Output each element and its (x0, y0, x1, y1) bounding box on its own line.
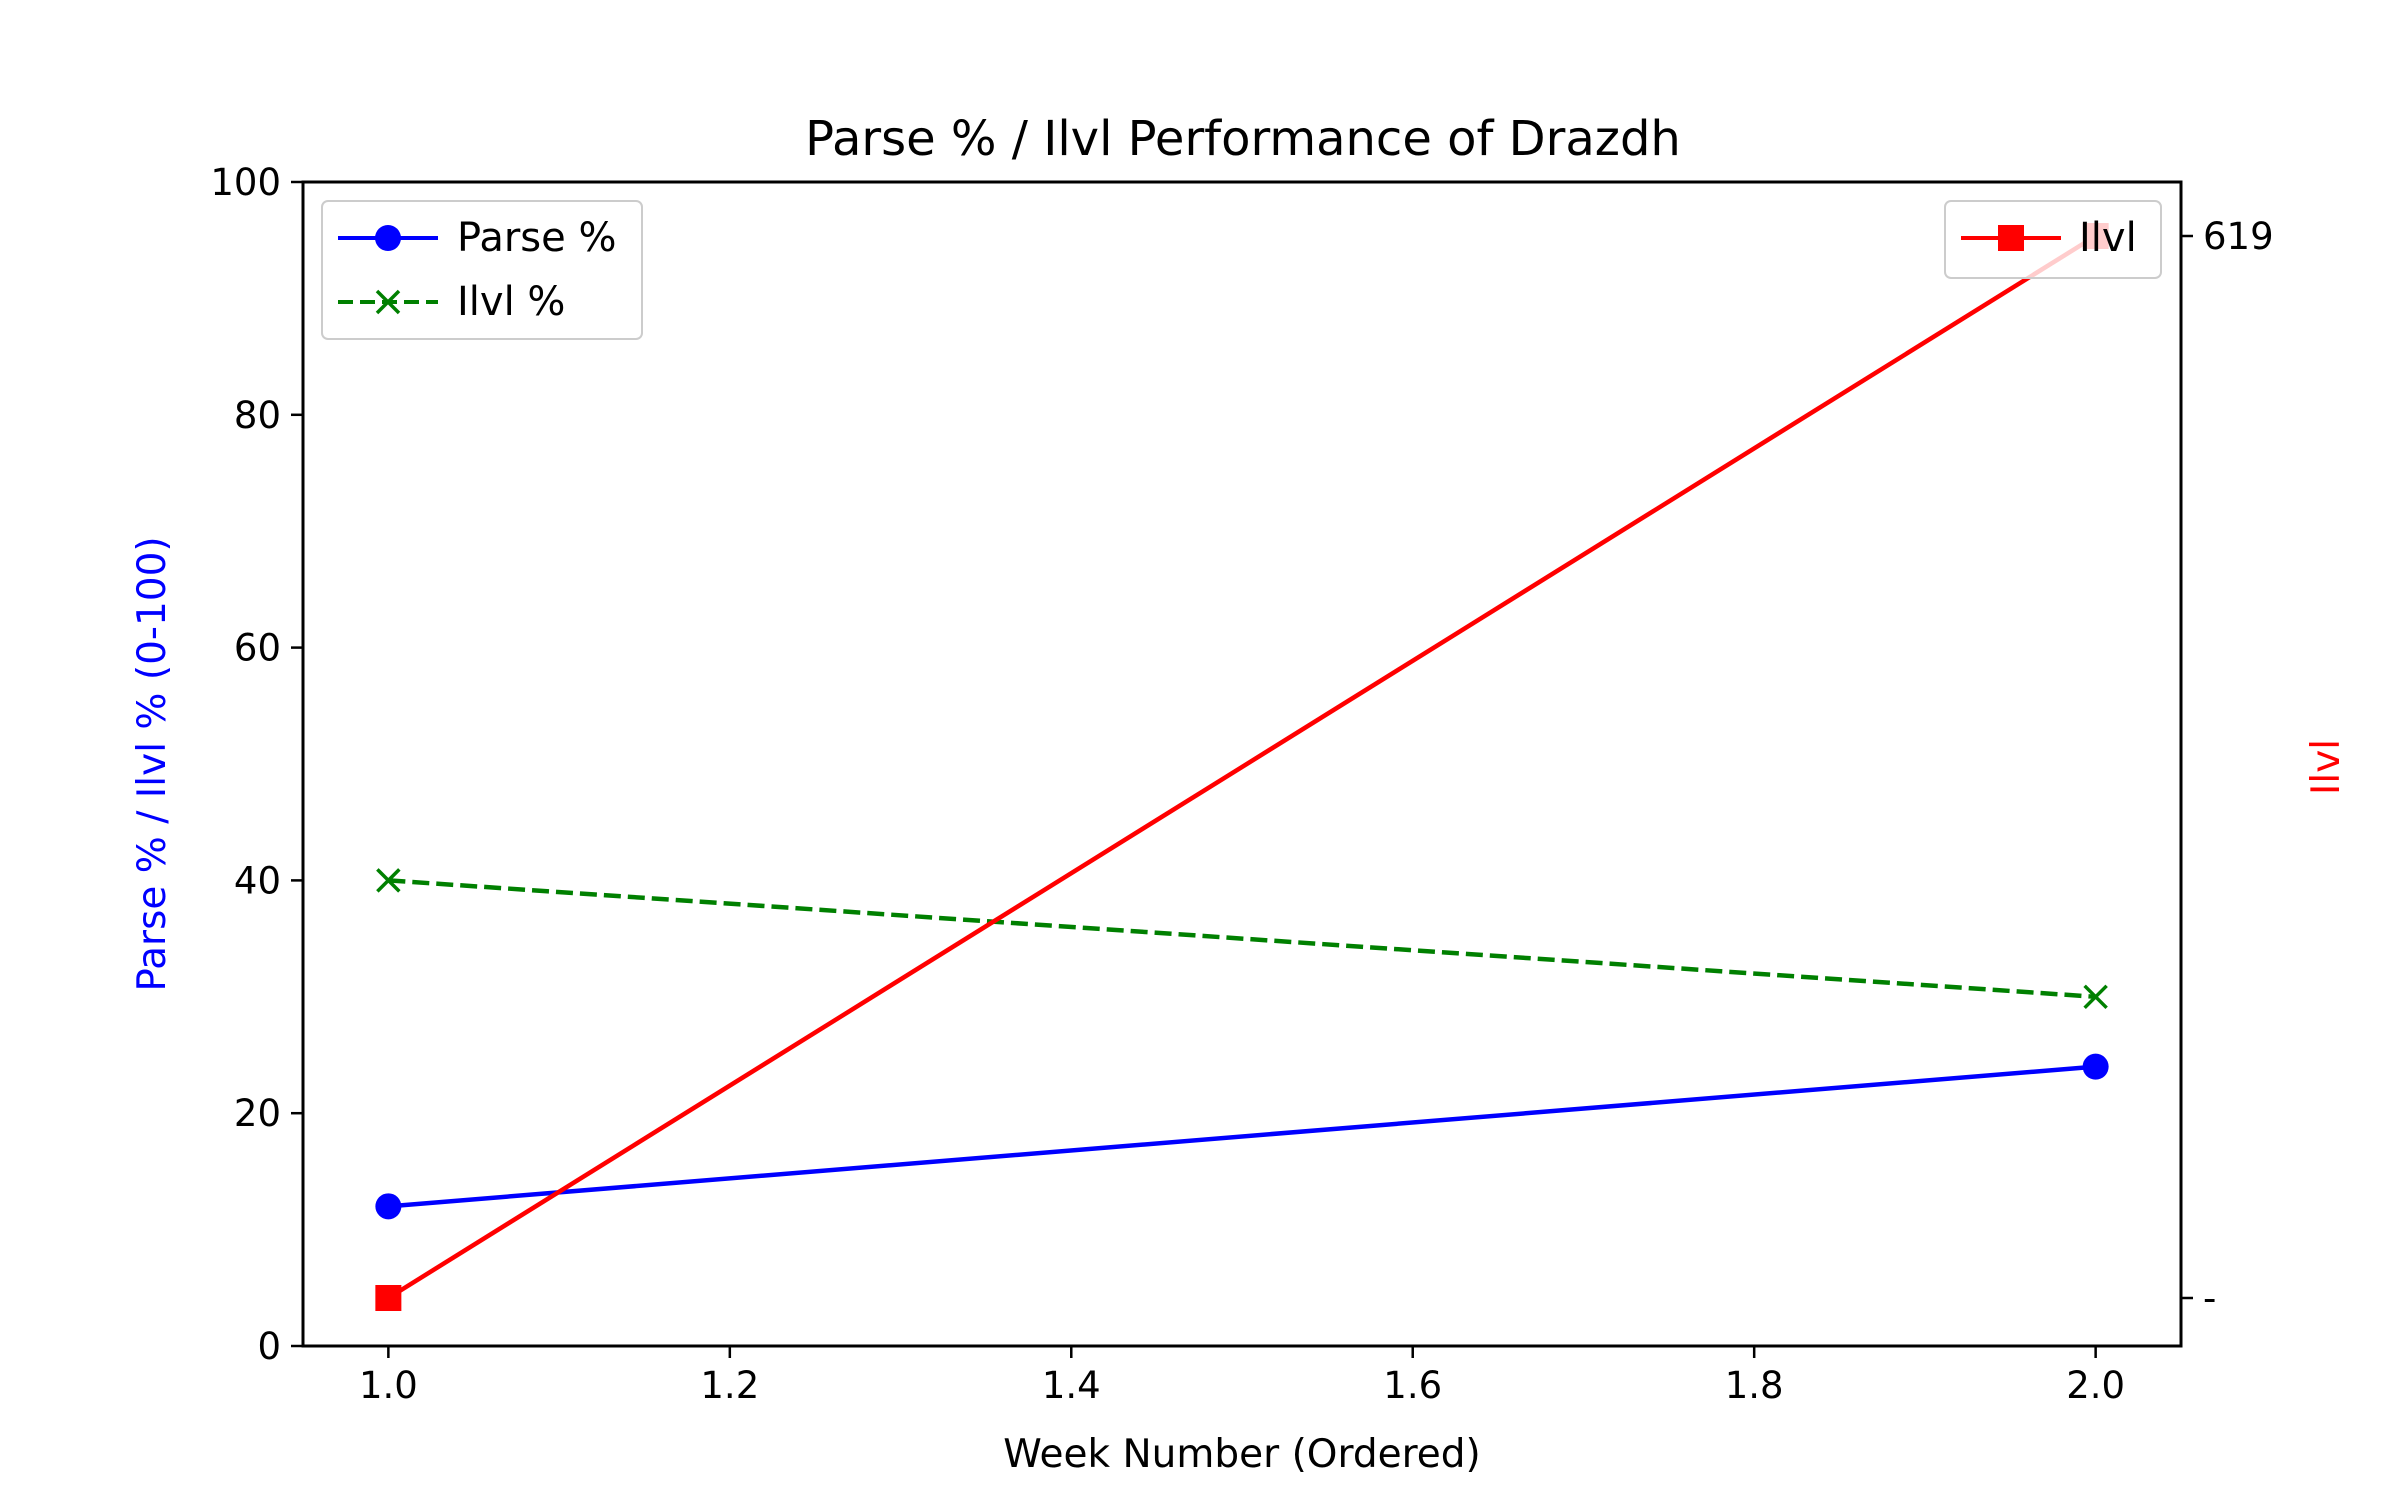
y-left-tick-label-0: 0 (257, 1325, 281, 1368)
legend-ilvl-pct-marker (375, 289, 401, 315)
x-tick-label-3: 1.6 (1383, 1364, 1442, 1407)
y-axis-right-ticks: - 619 (2181, 215, 2274, 1320)
plot-frame (301, 180, 2183, 1348)
y-right-tick-label-1: 619 (2203, 215, 2274, 258)
x-tick-label-4: 1.8 (1725, 1364, 1784, 1407)
y-axis-right-label: Ilvl (2304, 739, 2349, 795)
series-point-parse-0 (375, 1193, 402, 1220)
legend-ilvl-pct-label: Ilvl % (457, 279, 565, 325)
series-line-parse (388, 1064, 2096, 1209)
legend-ilvl-marker (1998, 225, 2024, 251)
legend-left-frame (321, 200, 643, 340)
x-axis-ticks: 1.0 1.2 1.4 1.6 1.8 2.0 (359, 1346, 2125, 1407)
y-left-tick-label-2: 40 (234, 859, 281, 902)
legend-ilvl-label: Ilvl (2079, 215, 2137, 261)
y-left-tick-label-4: 80 (234, 394, 281, 437)
x-tick-label-5: 2.0 (2066, 1364, 2125, 1407)
series-point-ilvl-1 (2083, 984, 2108, 1010)
legend-parse-label: Parse % (457, 215, 616, 261)
x-tick-label-0: 1.0 (359, 1364, 418, 1407)
y-left-tick-label-1: 20 (234, 1092, 281, 1135)
y-left-tick-label-5: 100 (210, 161, 281, 204)
series-point-ilvl-0 (376, 868, 401, 893)
series-point-ilvl-0 (375, 1285, 402, 1311)
legend-right: Ilvl (1944, 200, 2162, 279)
y-right-tick-label-0: - (2203, 1277, 2216, 1320)
legend-left: Parse % Ilvl % (321, 200, 643, 340)
series-layer (375, 223, 2109, 1311)
y-axis-left-ticks: 0 20 40 60 80 100 (210, 161, 303, 1368)
series-line-ilvl (388, 878, 2096, 1000)
series-point-parse-1 (2082, 1053, 2109, 1080)
y-axis-left-label: Parse % / Ilvl % (0-100) (130, 536, 175, 991)
x-axis-label: Week Number (Ordered) (1003, 1432, 1480, 1477)
chart-title: Parse % / Ilvl Performance of Drazdh (805, 111, 1681, 167)
x-tick-label-2: 1.4 (1042, 1364, 1101, 1407)
x-tick-label-1: 1.2 (700, 1364, 759, 1407)
series-line-ilvl (387, 234, 2097, 1300)
legend-parse-marker (375, 225, 401, 251)
y-left-tick-label-3: 60 (234, 627, 281, 670)
